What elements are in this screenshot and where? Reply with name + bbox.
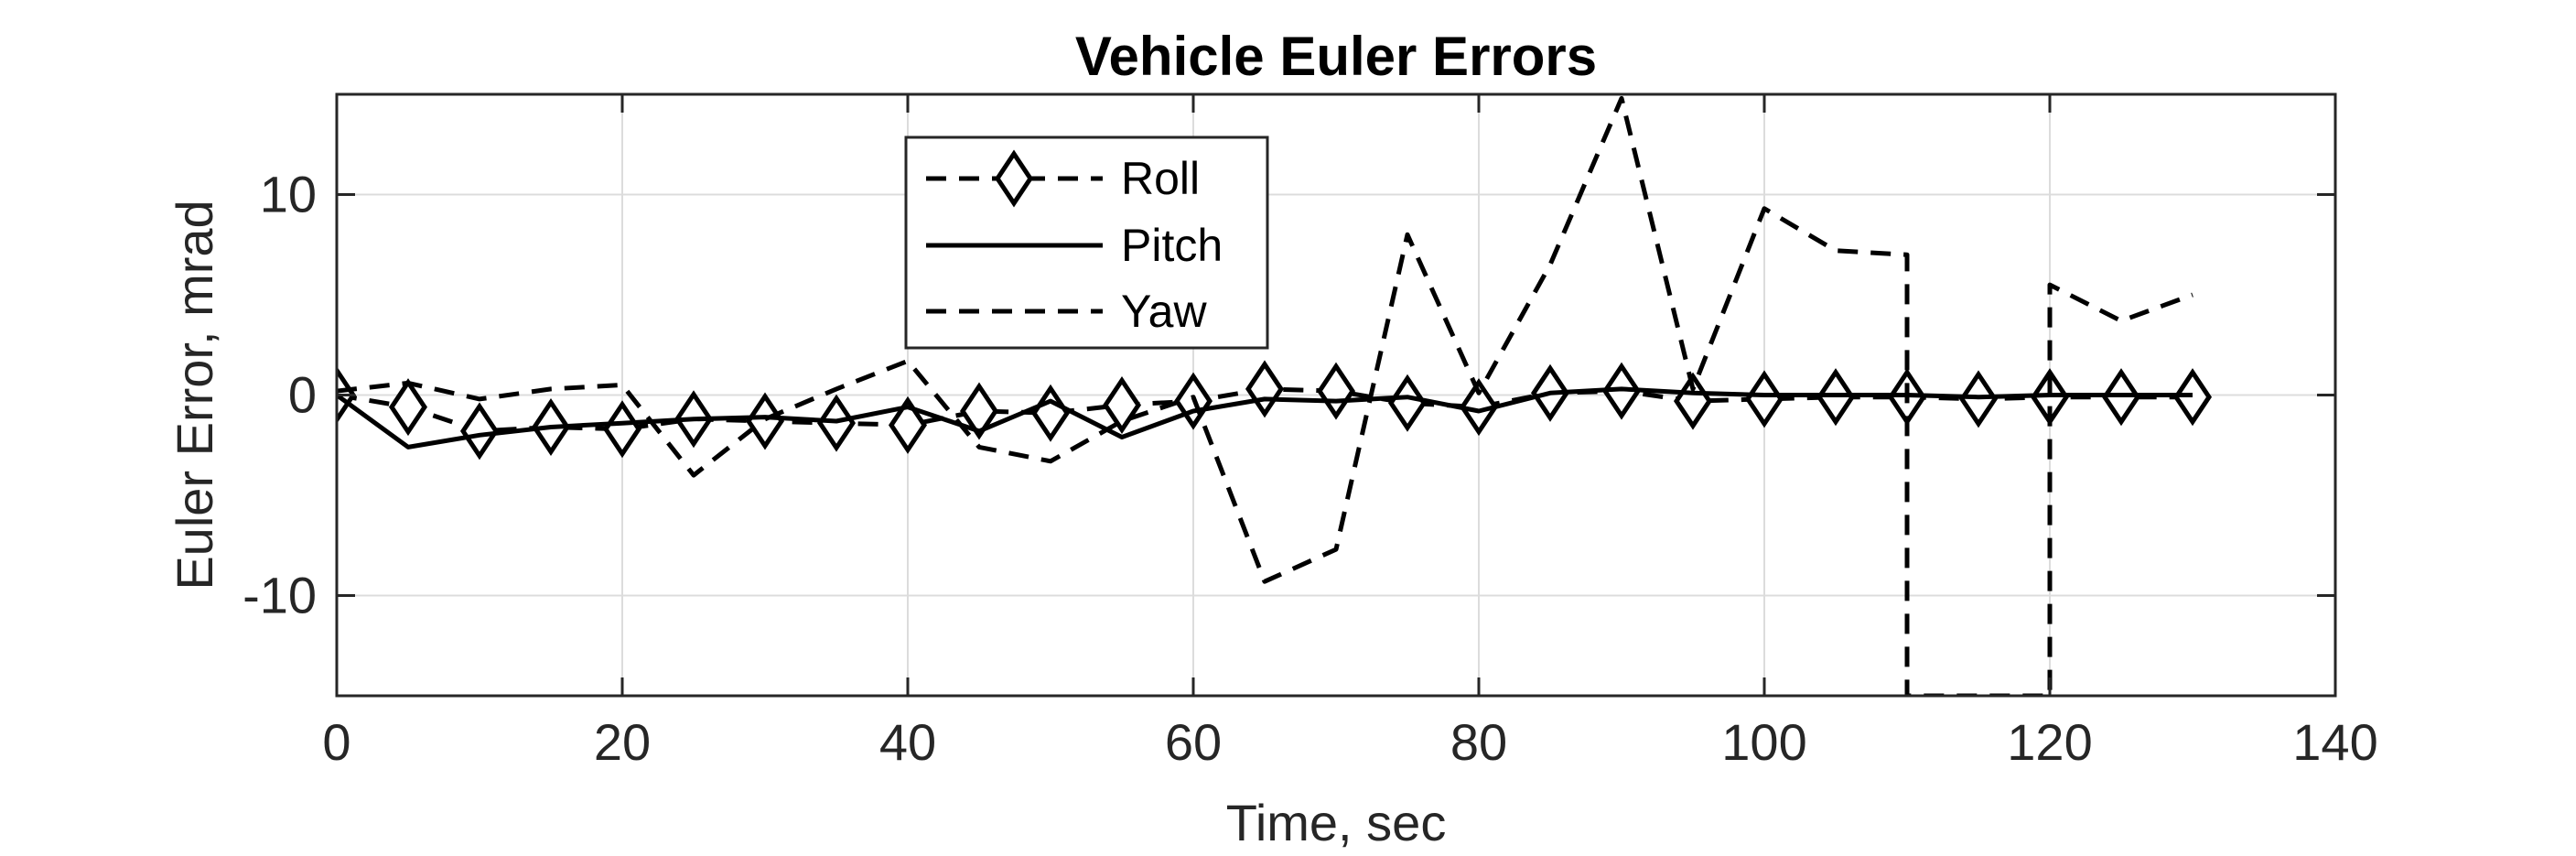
x-axis-label: Time, sec [1226,794,1447,851]
x-tick-label: 40 [879,713,936,771]
roll-diamond-marker [1316,362,1356,420]
legend-roll-diamond-marker [994,149,1034,208]
legend-entry-roll: Roll [926,149,1200,208]
y-tick-label: -10 [243,567,317,624]
x-tick-label: 140 [2292,713,2377,771]
series-line-yaw [337,95,2193,696]
roll-diamond-marker [459,402,500,461]
x-tick-label: 0 [322,713,350,771]
roll-diamond-marker [959,382,999,440]
axis-ticks [335,94,2337,696]
x-tick-label: 120 [2007,713,2092,771]
y-tick-label: 10 [260,166,317,223]
roll-diamond-marker [1387,374,1428,432]
series-layer [337,95,2213,696]
legend-roll-label: Roll [1121,153,1200,204]
series-line-pitch [337,386,2193,450]
legend-entry-yaw: Yaw [926,286,1207,337]
legend-yaw-label: Yaw [1121,286,1207,337]
roll-diamond-marker [888,395,928,454]
chart-title: Vehicle Euler Errors [1075,26,1597,87]
legend-entry-pitch: Pitch [926,220,1223,271]
roll-diamond-marker [388,378,428,437]
roll-diamond-marker [1744,370,1784,428]
roll-diamond-marker [1459,378,1499,437]
tick-labels: 0 20 40 60 80 100 120 140 -10 0 10 [243,166,2378,772]
y-tick-label: 0 [288,366,317,424]
legend: Roll Pitch Yaw [904,135,1269,350]
x-tick-label: 60 [1165,713,1222,771]
x-tick-label: 100 [1721,713,1806,771]
legend-pitch-label: Pitch [1121,220,1223,271]
x-tick-label: 80 [1450,713,1507,771]
x-tick-label: 20 [594,713,651,771]
y-axis-label: Euler Error, mrad [166,200,223,590]
